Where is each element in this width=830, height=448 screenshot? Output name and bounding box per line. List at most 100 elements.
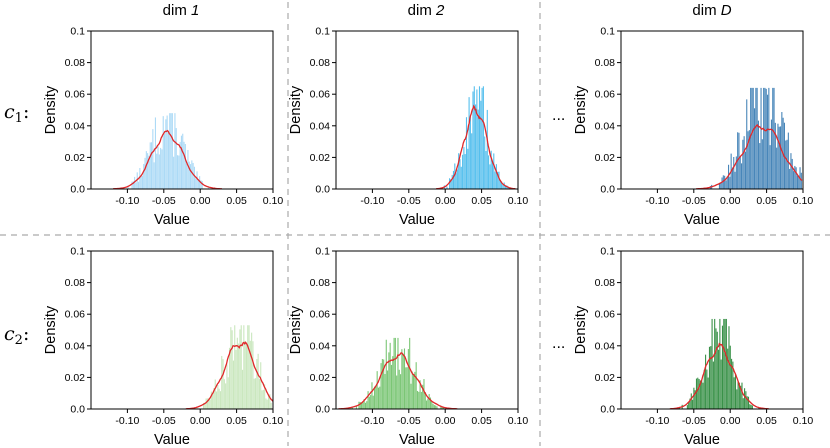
x-tick-label: 0.00 [190, 195, 211, 207]
histogram-bar [422, 384, 424, 409]
y-tick-label: 0.0 [600, 404, 615, 416]
histogram-bar [454, 163, 456, 189]
histogram-bar [471, 133, 473, 189]
histogram-bar [135, 182, 137, 189]
histogram-bar [403, 348, 406, 409]
histogram-bar [167, 132, 169, 189]
histogram-bar [502, 184, 504, 189]
histogram-bar [251, 332, 253, 409]
histogram-bar [204, 403, 206, 409]
x-tick-label: 0.00 [435, 415, 456, 427]
histogram-bar [772, 87, 774, 189]
histogram-bar [729, 176, 731, 189]
x-tick-label: -0.05 [152, 415, 176, 427]
x-tick-label: -0.10 [360, 415, 384, 427]
y-axis-label: Density [288, 305, 304, 354]
x-tick-label: -0.10 [115, 195, 139, 207]
histogram-bar [752, 87, 754, 189]
histogram-bar [414, 371, 416, 409]
histogram-bar [231, 330, 233, 409]
y-tick-label: 0.02 [595, 152, 616, 164]
histogram-bar [192, 162, 194, 189]
histogram-bar [690, 393, 692, 409]
y-tick-label: 0.04 [595, 120, 616, 132]
histogram-bar [384, 373, 386, 409]
histogram-bar [157, 146, 159, 189]
x-tick-label: 0.10 [793, 195, 814, 207]
histogram-bar [219, 391, 221, 409]
histogram-bar [733, 377, 735, 409]
y-tick-label: 0.1 [70, 246, 85, 258]
histogram-bar [147, 153, 149, 189]
histogram-bar [462, 154, 464, 189]
histogram-bar [191, 160, 193, 189]
panels: 0.0 0.02 0.04 0.06 0.08 0.1 -0.10 -0.05 0.00 0.05… [43, 26, 813, 448]
histogram-bar [722, 175, 724, 189]
histogram-bar [464, 154, 466, 189]
histogram-bar [467, 148, 469, 189]
histogram-bar [245, 344, 247, 409]
histogram-bar [383, 359, 385, 409]
histogram-bar [166, 115, 168, 189]
histogram-bar [480, 100, 482, 189]
histogram-bar [734, 373, 737, 409]
x-tick-label: -0.05 [682, 195, 706, 207]
histogram-bar [150, 142, 153, 189]
histogram-bar [270, 402, 272, 409]
histogram-bar [763, 87, 765, 189]
histogram-bar [736, 389, 738, 409]
x-tick-label: -0.10 [645, 195, 669, 207]
x-tick-label: 0.10 [263, 195, 284, 207]
y-tick-label: 0.04 [310, 340, 331, 352]
histogram-bar [476, 89, 478, 189]
x-tick-label: 0.10 [508, 415, 529, 427]
histogram-bar [465, 117, 468, 189]
histogram-bar [182, 133, 184, 189]
histogram-bar [257, 353, 259, 409]
histogram-bar [481, 87, 483, 189]
x-tick-label: -0.10 [115, 415, 139, 427]
x-axis-label: Value [399, 212, 435, 228]
histogram-bar [196, 171, 198, 189]
histogram-bar [707, 377, 709, 409]
histogram-bar [136, 172, 138, 189]
kde-curve [113, 129, 222, 190]
histogram-bar [132, 181, 134, 189]
histogram-bar [750, 404, 752, 409]
histogram-bar [723, 318, 725, 409]
kde-curve [185, 341, 274, 410]
histogram-bar [441, 407, 443, 409]
histogram-bar [790, 153, 792, 189]
histogram-bar [420, 391, 422, 409]
histogram-bar [721, 177, 723, 189]
histogram-bar [371, 382, 373, 409]
histogram-bar [225, 383, 227, 409]
y-axis-label: Density [573, 305, 589, 354]
ellipsis-row-1: ... [552, 107, 565, 124]
axes-frame [620, 250, 804, 410]
histogram-bar [706, 369, 708, 409]
panel-row2-dim-2: 0.0 0.02 0.04 0.06 0.08 0.1 -0.10 -0.05 0.00 0.05… [288, 246, 528, 448]
histogram-bar [732, 361, 734, 409]
histogram-bar [776, 147, 778, 189]
histogram-bar [208, 398, 210, 409]
histogram-bar [148, 155, 150, 189]
histogram-bar [262, 389, 264, 409]
histogram-bar [482, 86, 484, 189]
histogram-bar [161, 149, 163, 189]
histogram-bar [418, 391, 420, 409]
histogram-bar [718, 349, 720, 409]
y-tick-label: 0.02 [310, 372, 331, 384]
histogram-bar [228, 347, 231, 409]
y-tick-label: 0.1 [70, 26, 85, 38]
histogram-bar [497, 171, 499, 189]
histogram-bar [711, 318, 713, 409]
histogram-bar [764, 87, 766, 189]
x-tick-label: 0.05 [226, 195, 247, 207]
histogram-bar [143, 163, 145, 189]
histogram-bar [738, 382, 740, 409]
histogram-bar [748, 130, 750, 189]
histogram-bar [153, 162, 155, 189]
histogram-bar [508, 187, 510, 189]
